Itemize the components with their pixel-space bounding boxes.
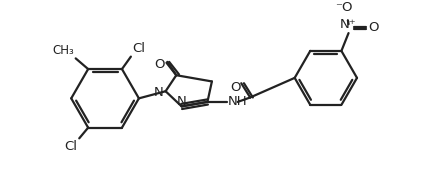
Text: ⁻O: ⁻O bbox=[335, 1, 353, 13]
Text: N: N bbox=[177, 95, 187, 108]
Text: O: O bbox=[230, 81, 241, 94]
Text: Cl: Cl bbox=[65, 140, 78, 153]
Text: O: O bbox=[368, 21, 379, 34]
Text: N⁺: N⁺ bbox=[340, 18, 357, 31]
Text: CH₃: CH₃ bbox=[52, 44, 74, 57]
Text: O: O bbox=[154, 58, 165, 71]
Text: NH: NH bbox=[228, 95, 248, 108]
Text: N: N bbox=[154, 86, 164, 99]
Text: Cl: Cl bbox=[132, 42, 145, 55]
